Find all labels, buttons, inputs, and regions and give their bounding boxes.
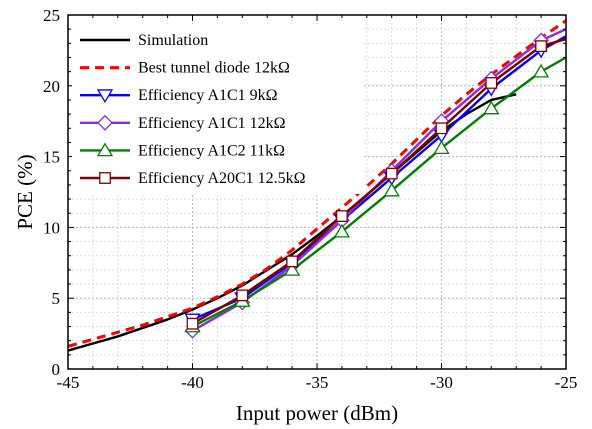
- series-group: [67, 19, 567, 348]
- legend-marker: [96, 142, 114, 157]
- data-point: [283, 261, 301, 276]
- x-tick-label: -25: [555, 373, 578, 392]
- legend-label: Efficiency A1C2 11kΩ: [138, 142, 285, 159]
- ticks: -45 -40 -35 -30 -25 0 5 10 15 20 25: [43, 6, 577, 392]
- data-point: [186, 317, 199, 330]
- y-tick-label: 0: [52, 360, 61, 379]
- data-point: [335, 210, 348, 222]
- legend-label: Efficiency A1C1 9kΩ: [138, 87, 278, 104]
- y-tick-label: 25: [43, 6, 60, 25]
- x-tick-label: -35: [306, 373, 329, 392]
- y-tick-label: 20: [43, 77, 60, 96]
- legend-label: Best tunnel diode 12kΩ: [138, 60, 290, 77]
- data-point: [333, 223, 351, 238]
- series-line: [67, 19, 567, 348]
- series-group: [186, 37, 567, 330]
- x-axis-label: Input power (dBm): [236, 401, 398, 425]
- data-point: [483, 100, 500, 115]
- legend-label: Efficiency A20C1 12.5kΩ: [138, 170, 306, 187]
- x-tick-label: -45: [57, 373, 80, 392]
- data-point: [236, 289, 249, 302]
- y-tick-label: 5: [52, 289, 61, 308]
- y-tick-label: 10: [43, 218, 60, 237]
- series-layer: [67, 19, 567, 352]
- legend-label: Efficiency A1C1 12kΩ: [138, 115, 286, 132]
- legend-marker: [96, 89, 114, 104]
- data-point: [286, 255, 299, 268]
- x-tick-label: -30: [430, 373, 453, 392]
- legend: Simulation Best tunnel diode 12kΩ Efficien…: [72, 24, 364, 194]
- data-point: [535, 40, 547, 53]
- legend-marker: [97, 114, 113, 131]
- legend-marker: [99, 172, 111, 184]
- legend-box: [72, 24, 364, 194]
- legend-label: Simulation: [138, 32, 208, 49]
- data-point: [532, 63, 550, 78]
- data-point: [435, 122, 448, 135]
- data-point: [383, 182, 400, 197]
- data-point: [433, 140, 450, 155]
- y-tick-label: 15: [43, 148, 60, 167]
- y-axis-label: PCE (%): [13, 154, 37, 229]
- data-point: [385, 167, 398, 180]
- data-point: [485, 77, 498, 89]
- x-tick-label: -40: [181, 373, 204, 392]
